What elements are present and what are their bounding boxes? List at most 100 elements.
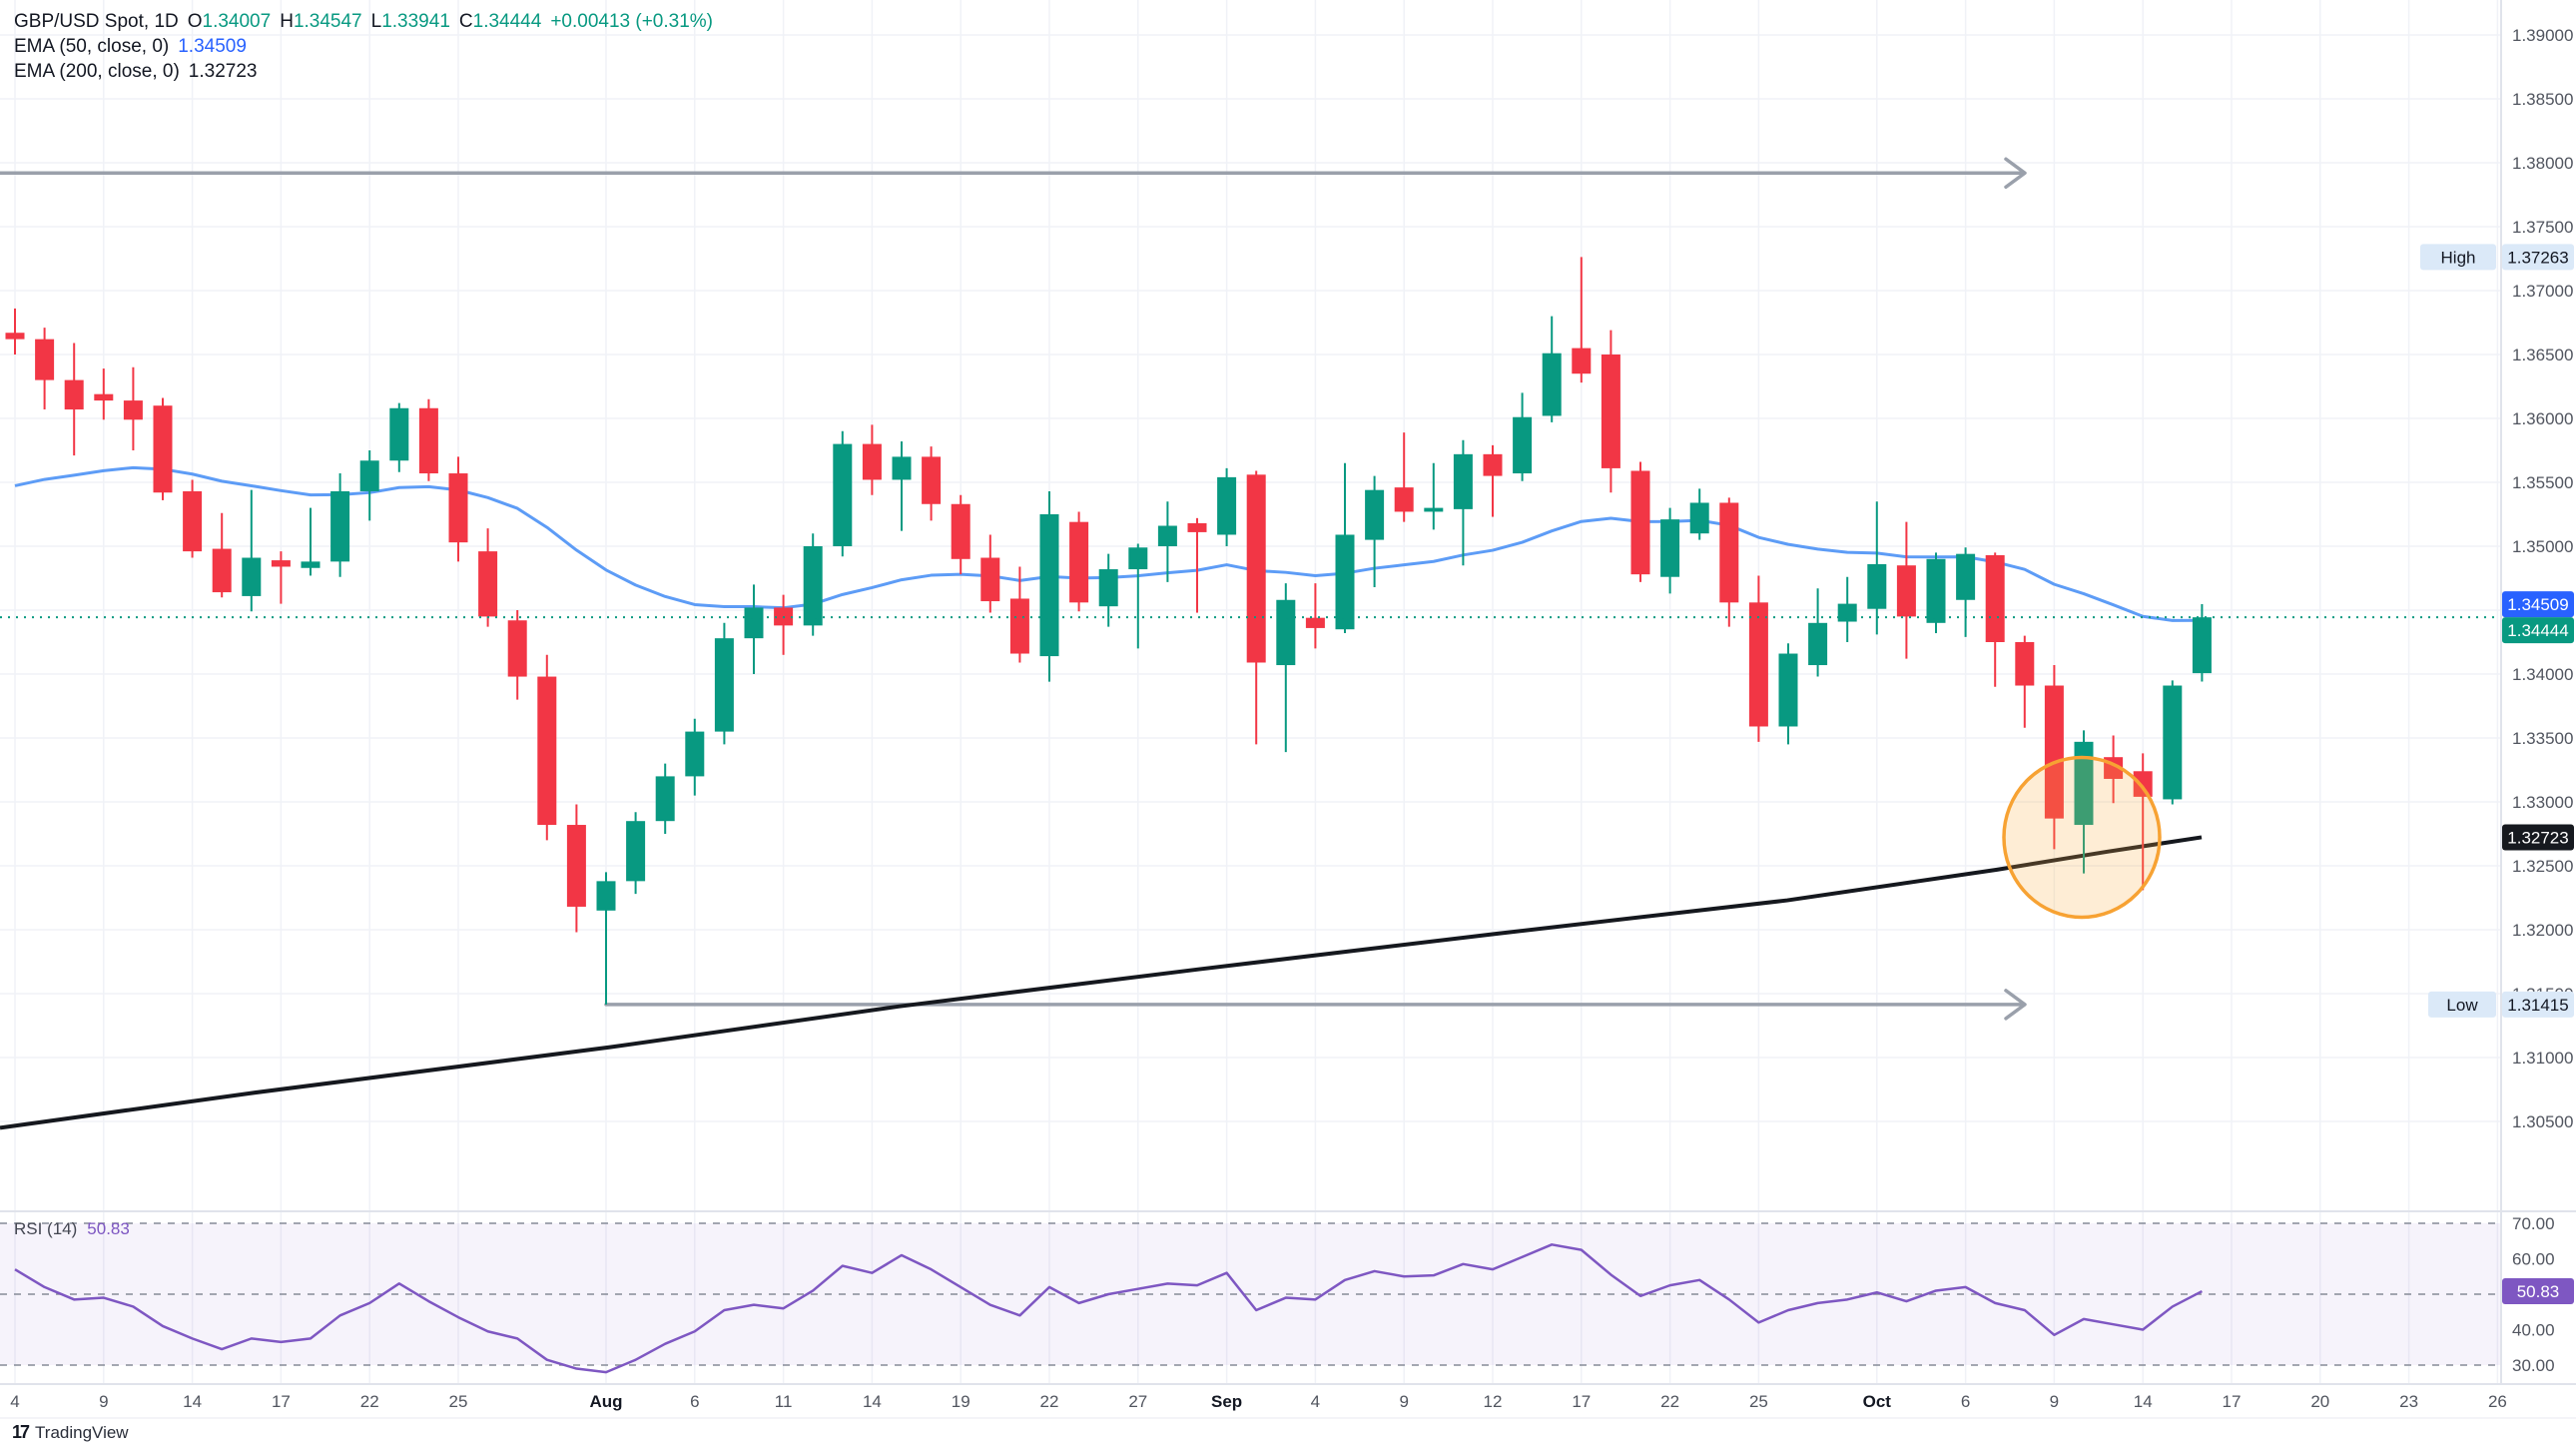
tradingview-logo[interactable]: 17 TradingView: [12, 1422, 129, 1443]
candle[interactable]: [1365, 489, 1385, 540]
candle[interactable]: [389, 407, 409, 461]
candle[interactable]: [1157, 525, 1177, 546]
candle[interactable]: [123, 400, 143, 420]
candle[interactable]: [626, 821, 646, 882]
price-tick-label: 1.31000: [2512, 1049, 2573, 1068]
candle[interactable]: [862, 443, 882, 480]
candle[interactable]: [1098, 569, 1118, 607]
rsi-value: 50.83: [87, 1219, 130, 1238]
time-tick-label: 4: [1311, 1392, 1320, 1411]
ema50-price-chip-text: 1.34509: [2507, 595, 2568, 614]
candle[interactable]: [1009, 598, 1029, 654]
candle[interactable]: [1719, 502, 1739, 603]
time-tick-label: 26: [2488, 1392, 2507, 1411]
rsi-line[interactable]: [14, 1243, 2203, 1374]
candle[interactable]: [1926, 558, 1946, 623]
candle[interactable]: [1956, 553, 1976, 600]
candle[interactable]: [833, 443, 853, 546]
candle[interactable]: [1246, 474, 1266, 663]
candle[interactable]: [1689, 502, 1709, 534]
candle[interactable]: [1896, 565, 1916, 617]
time-tick-label: 27: [1128, 1392, 1147, 1411]
candle[interactable]: [892, 456, 912, 480]
candle[interactable]: [1778, 653, 1798, 727]
candle[interactable]: [980, 557, 1000, 602]
candle[interactable]: [1128, 547, 1148, 570]
candle[interactable]: [478, 551, 498, 617]
ema200-line[interactable]: [0, 835, 2203, 1130]
candle[interactable]: [951, 503, 970, 559]
candle[interactable]: [64, 379, 84, 410]
candle[interactable]: [153, 405, 173, 493]
candle[interactable]: [1394, 487, 1414, 512]
candle[interactable]: [1276, 599, 1296, 666]
time-tick-label: Sep: [1211, 1392, 1242, 1411]
ema50-value: 1.34509: [178, 36, 247, 57]
candle[interactable]: [1601, 355, 1620, 468]
candle[interactable]: [803, 546, 823, 626]
candle[interactable]: [1483, 453, 1503, 476]
candle[interactable]: [537, 676, 557, 826]
candle[interactable]: [1187, 522, 1207, 532]
candle[interactable]: [2133, 771, 2153, 797]
candle[interactable]: [655, 776, 675, 822]
symbol-title[interactable]: GBP/USD Spot, 1D: [14, 11, 179, 32]
candle[interactable]: [2163, 685, 2183, 800]
candle[interactable]: [2192, 617, 2212, 674]
candle[interactable]: [1985, 554, 2005, 642]
rsi-label[interactable]: RSI (14): [14, 1219, 78, 1238]
candle[interactable]: [1572, 348, 1592, 374]
ohlc-close: C1.34444: [458, 11, 542, 32]
candle[interactable]: [714, 638, 734, 732]
candle[interactable]: [330, 490, 350, 562]
candle[interactable]: [1748, 602, 1768, 727]
candle[interactable]: [5, 333, 25, 340]
candle[interactable]: [1069, 521, 1089, 603]
candle[interactable]: [242, 557, 262, 596]
price-tick-label: 1.33500: [2512, 729, 2573, 748]
candle[interactable]: [566, 825, 586, 907]
candle[interactable]: [271, 560, 291, 567]
candle[interactable]: [2044, 685, 2064, 819]
price-tick-label: 1.30500: [2512, 1112, 2573, 1131]
candle[interactable]: [1513, 416, 1533, 474]
candle[interactable]: [301, 561, 321, 568]
candle[interactable]: [1660, 519, 1680, 577]
rsi-tick-label: 60.00: [2512, 1250, 2555, 1269]
candle[interactable]: [94, 393, 114, 401]
candle[interactable]: [1837, 603, 1857, 622]
candle[interactable]: [212, 548, 232, 593]
candle[interactable]: [922, 456, 942, 504]
candle[interactable]: [2015, 642, 2035, 686]
ema200-label[interactable]: EMA (200, close, 0): [14, 61, 180, 82]
candle[interactable]: [1305, 617, 1325, 628]
candle[interactable]: [418, 407, 438, 474]
candle[interactable]: [1808, 622, 1828, 666]
candle[interactable]: [359, 460, 379, 491]
low-marker-chip: [2502, 991, 2574, 1018]
candle[interactable]: [1867, 563, 1887, 609]
candle[interactable]: [507, 620, 527, 677]
time-tick-label: Aug: [589, 1392, 622, 1411]
candle[interactable]: [1217, 476, 1237, 535]
candle[interactable]: [1335, 534, 1355, 630]
candle[interactable]: [685, 731, 705, 777]
candle[interactable]: [1630, 470, 1650, 575]
highlight-circle[interactable]: [2002, 755, 2162, 920]
time-tick-label: 9: [2050, 1392, 2059, 1411]
candle[interactable]: [1424, 507, 1444, 512]
candle[interactable]: [183, 490, 203, 552]
time-tick-label: 9: [99, 1392, 108, 1411]
candle[interactable]: [448, 473, 468, 543]
candle[interactable]: [1542, 353, 1562, 416]
candle[interactable]: [1453, 453, 1473, 509]
candle[interactable]: [744, 607, 764, 639]
candle[interactable]: [2074, 741, 2094, 826]
candle[interactable]: [1039, 514, 1059, 657]
candle[interactable]: [596, 881, 616, 911]
ema200-price-chip: [2502, 824, 2574, 851]
time-tick-label: 11: [775, 1392, 793, 1411]
candle[interactable]: [35, 339, 55, 380]
ema50-label[interactable]: EMA (50, close, 0): [14, 36, 170, 57]
